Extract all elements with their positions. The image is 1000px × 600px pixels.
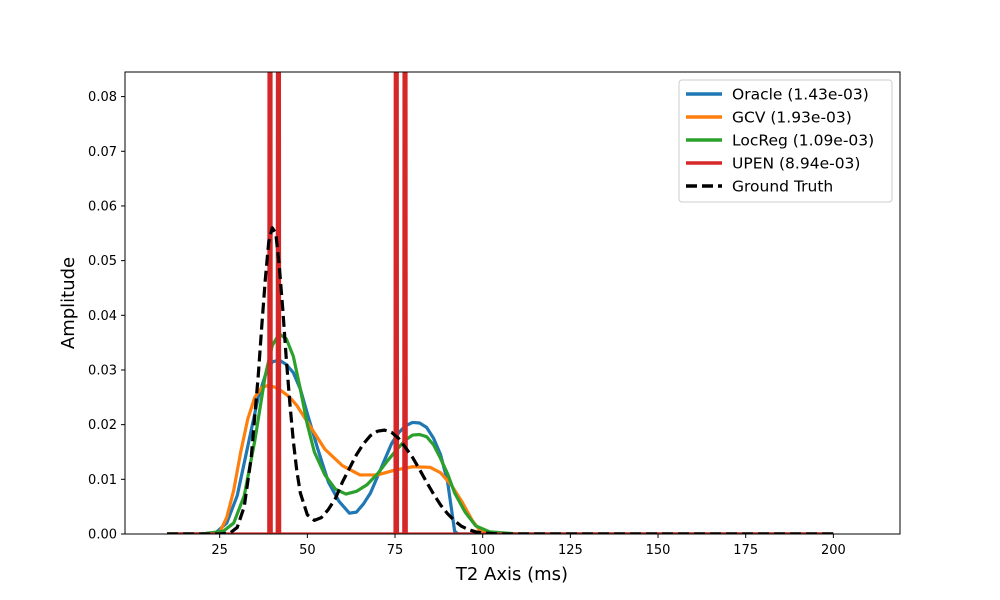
x-tick-label: 100 bbox=[470, 543, 495, 558]
legend-frame bbox=[678, 79, 893, 203]
x-tick-label: 175 bbox=[733, 543, 758, 558]
y-tick-label: 0.07 bbox=[88, 145, 117, 160]
legend-label-1: GCV (1.93e-03) bbox=[732, 109, 852, 127]
x-axis-ticks: 25 50 75 100 125 150 175 200 bbox=[211, 534, 846, 558]
y-tick-label: 0.08 bbox=[88, 90, 117, 105]
x-tick-label: 75 bbox=[387, 543, 404, 558]
y-tick-label: 0.05 bbox=[88, 254, 117, 269]
legend-label-0: Oracle (1.43e-03) bbox=[732, 86, 869, 104]
x-tick-label: 125 bbox=[558, 543, 583, 558]
y-axis-label: Amplitude bbox=[58, 257, 79, 349]
x-axis-label: T2 Axis (ms) bbox=[455, 564, 568, 585]
x-tick-label: 200 bbox=[821, 543, 846, 558]
plot-frame bbox=[124, 71, 901, 535]
legend-label-2: LocReg (1.09e-03) bbox=[732, 132, 874, 150]
legend-label-3: UPEN (8.94e-03) bbox=[732, 155, 860, 173]
y-tick-label: 0.04 bbox=[88, 309, 117, 324]
series-line-2 bbox=[167, 332, 834, 534]
x-tick-label: 50 bbox=[299, 543, 316, 558]
y-tick-label: 0.06 bbox=[88, 199, 117, 214]
legend-label-4: Ground Truth bbox=[732, 178, 833, 196]
y-tick-label: 0.03 bbox=[88, 363, 117, 378]
legend: Oracle (1.43e-03) GCV (1.93e-03) LocReg (1… bbox=[678, 79, 893, 203]
x-tick-label: 25 bbox=[211, 543, 228, 558]
x-tick-label: 150 bbox=[646, 543, 671, 558]
series-line-4 bbox=[167, 226, 834, 534]
y-tick-label: 0.00 bbox=[88, 528, 117, 543]
y-tick-label: 0.01 bbox=[88, 473, 117, 488]
y-axis-ticks: 0.00 0.01 0.02 0.03 0.04 0.05 0.06 0.07 0.08 bbox=[88, 90, 125, 543]
series-layer bbox=[167, 72, 834, 534]
y-tick-label: 0.02 bbox=[88, 418, 117, 433]
